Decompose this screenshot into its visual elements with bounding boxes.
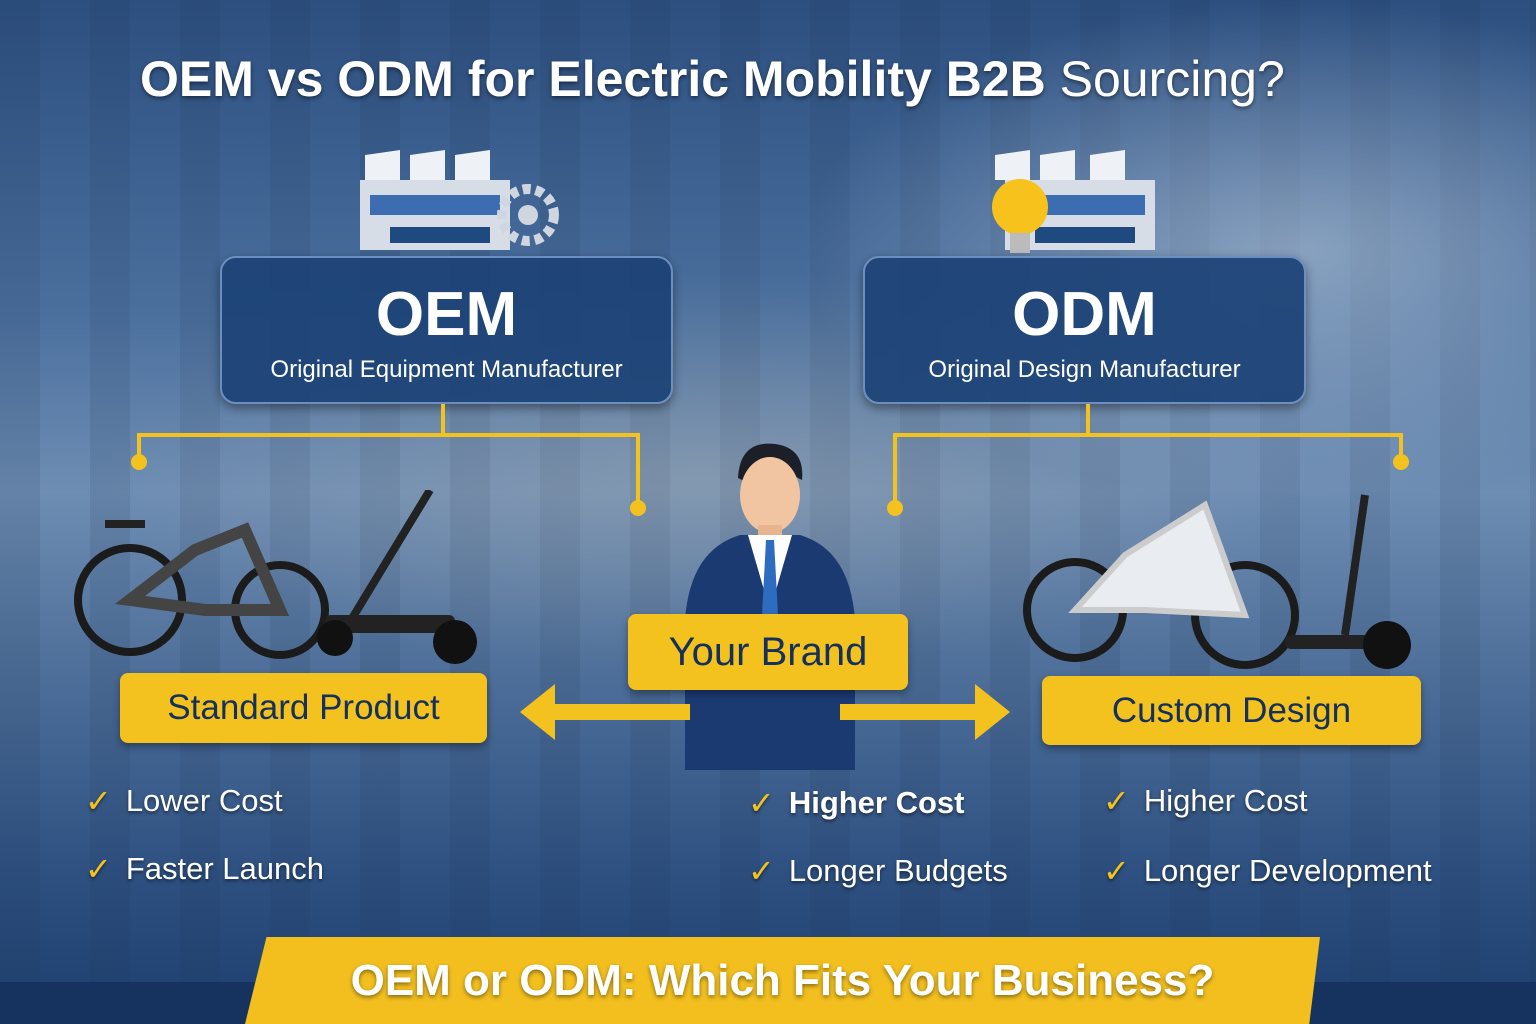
check-icon: ✓ <box>1103 853 1130 889</box>
center-point-text: Longer Budgets <box>788 853 1008 888</box>
oem-point: ✓ Faster Launch <box>85 850 324 888</box>
center-point: ✓ Longer Budgets <box>748 852 1008 890</box>
oem-full-name: Original Equipment Manufacturer <box>270 356 623 383</box>
bottom-banner: OEM or ODM: Which Fits Your Business? <box>245 937 1320 1024</box>
oem-box: OEM Original Equipment Manufacturer <box>220 256 673 404</box>
connector <box>1399 433 1403 461</box>
connector-dot <box>630 500 646 516</box>
check-icon: ✓ <box>748 785 775 821</box>
connector <box>636 433 640 508</box>
connector <box>137 433 141 461</box>
oem-ebike-scooter-image <box>74 490 477 664</box>
custom-design-label: Custom Design <box>1042 676 1421 745</box>
factory-lightbulb-icon <box>992 150 1155 253</box>
connector <box>893 433 1403 437</box>
connector-dot <box>887 500 903 516</box>
title-light: Sourcing? <box>1059 51 1285 107</box>
oem-point-text: Faster Launch <box>125 851 324 886</box>
oem-point: ✓ Lower Cost <box>85 782 283 820</box>
oem-point-text: Lower Cost <box>125 783 283 818</box>
odm-box: ODM Original Design Manufacturer <box>863 256 1306 404</box>
odm-point: ✓ Higher Cost <box>1103 782 1308 820</box>
page-title: OEM vs ODM for Electric Mobility B2B Sou… <box>140 48 1526 110</box>
bidirectional-arrow <box>520 684 1010 740</box>
odm-full-name: Original Design Manufacturer <box>928 356 1241 383</box>
standard-product-label: Standard Product <box>120 673 487 743</box>
connector <box>441 404 445 436</box>
connector-dot <box>1393 454 1409 470</box>
check-icon: ✓ <box>85 851 112 887</box>
factory-gear-icon <box>360 150 559 250</box>
odm-point-text: Higher Cost <box>1143 783 1308 818</box>
check-icon: ✓ <box>85 783 112 819</box>
odm-ebike-scooter-image <box>1023 494 1411 669</box>
connector-dot <box>131 454 147 470</box>
oem-acronym: OEM <box>375 280 518 349</box>
check-icon: ✓ <box>748 853 775 889</box>
odm-acronym: ODM <box>1012 280 1157 349</box>
connector <box>137 433 640 437</box>
your-brand-label: Your Brand <box>628 614 908 690</box>
connector <box>893 433 897 508</box>
center-point: ✓ Higher Cost <box>748 784 965 822</box>
connector <box>1086 404 1090 436</box>
odm-point: ✓ Longer Development <box>1103 852 1432 890</box>
check-icon: ✓ <box>1103 783 1130 819</box>
center-point-text: Higher Cost <box>788 785 965 820</box>
title-bold: OEM vs ODM for Electric Mobility B2B <box>140 51 1046 107</box>
odm-point-text: Longer Development <box>1143 853 1432 888</box>
